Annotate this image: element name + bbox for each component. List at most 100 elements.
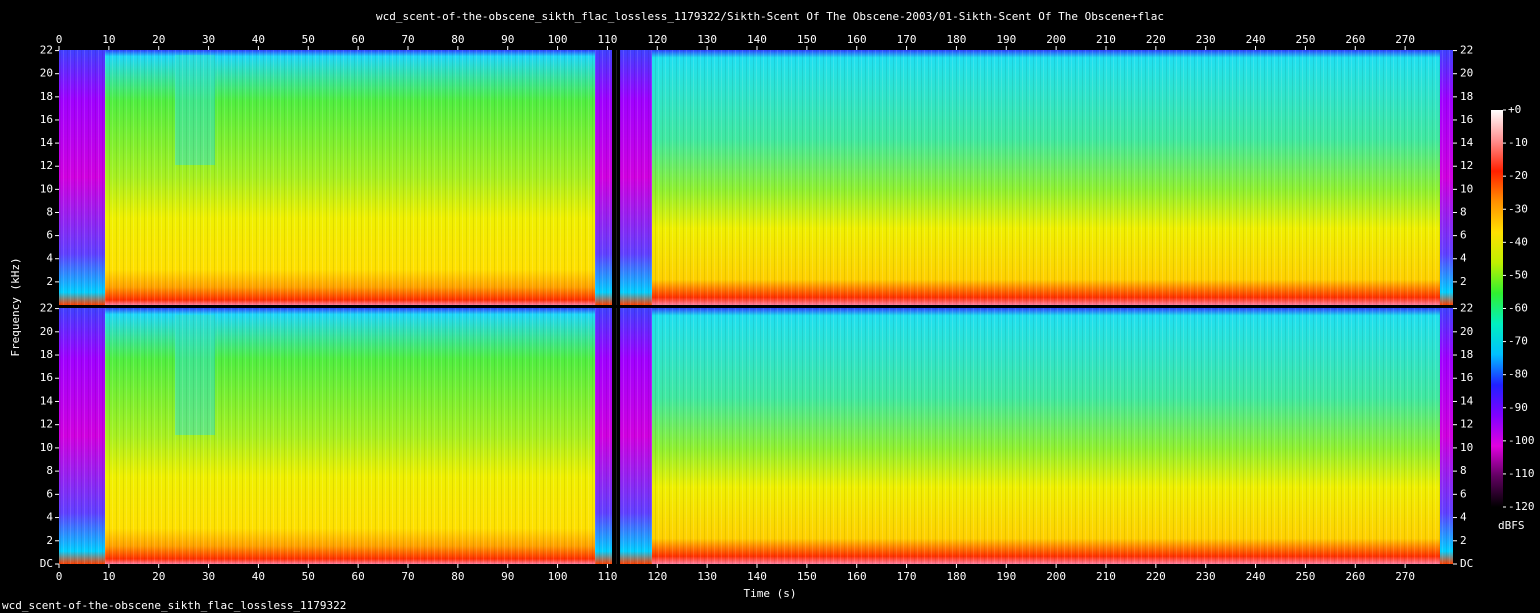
y-tick-label: 6	[46, 487, 53, 500]
x-tick-label: 260	[1345, 33, 1365, 46]
x-tick-label: 170	[897, 570, 917, 583]
y-tick-label: 4	[46, 252, 53, 265]
x-tick-label: 80	[451, 33, 464, 46]
x-tick-label: 210	[1096, 570, 1116, 583]
y-tick-label: 14	[1460, 136, 1474, 149]
spectrogram-image	[59, 50, 1453, 564]
y-tick-label: 12	[40, 159, 53, 172]
colorbar	[1491, 110, 1503, 507]
channel-1	[59, 50, 1453, 305]
x-tick-label: 150	[797, 570, 817, 583]
x-tick-label: 170	[897, 33, 917, 46]
x-tick-label: 40	[252, 33, 265, 46]
y-tick-label: 12	[40, 418, 53, 431]
colorbar-label: dBFS	[1498, 519, 1525, 532]
y-tick-label: 14	[40, 394, 54, 407]
x-tick-label: 40	[252, 570, 265, 583]
x-tick-label: 180	[946, 33, 966, 46]
x-tick-label: 240	[1246, 33, 1266, 46]
y-tick-label: 18	[1460, 90, 1473, 103]
x-tick-label: 210	[1096, 33, 1116, 46]
y-tick-label: 4	[1460, 511, 1467, 524]
colorbar-tick-label: -120	[1508, 500, 1535, 513]
colorbar-tick-label: -70	[1508, 335, 1528, 348]
chart-title: wcd_scent-of-the-obscene_sikth_flac_loss…	[376, 10, 1164, 23]
x-tick-label: 270	[1395, 33, 1415, 46]
x-tick-label: 30	[202, 33, 215, 46]
x-tick-label: 150	[797, 33, 817, 46]
x-tick-label: 140	[747, 33, 767, 46]
colorbar-tick-label: +0	[1508, 103, 1521, 116]
colorbar-tick-label: -80	[1508, 368, 1528, 381]
x-tick-label: 100	[548, 570, 568, 583]
y-tick-label: 18	[40, 90, 53, 103]
x-tick-label: 200	[1046, 33, 1066, 46]
x-tick-label: 250	[1295, 570, 1315, 583]
x-axis-label: Time (s)	[744, 587, 797, 600]
x-tick-label: 260	[1345, 570, 1365, 583]
y-tick-label: 2	[1460, 275, 1467, 288]
y-tick-label: 16	[1460, 113, 1473, 126]
x-tick-label: 10	[102, 33, 115, 46]
y-tick-label: 20	[40, 67, 53, 80]
x-tick-label: 250	[1295, 33, 1315, 46]
x-tick-label: 240	[1246, 570, 1266, 583]
y-tick-label: 6	[46, 229, 53, 242]
channel-2	[59, 308, 1453, 564]
x-tick-label: 30	[202, 570, 215, 583]
colorbar-tick-label: -40	[1508, 235, 1528, 248]
y-tick-label: 2	[1460, 534, 1467, 547]
x-tick-label: 140	[747, 570, 767, 583]
y-tick-label: 22	[1460, 44, 1473, 57]
y-tick-label: 8	[46, 464, 53, 477]
y-tick-label: 12	[1460, 418, 1473, 431]
x-tick-label: 90	[501, 33, 514, 46]
x-tick-label: 110	[597, 33, 617, 46]
colorbar-tick-label: -110	[1508, 467, 1535, 480]
x-tick-label: 70	[401, 33, 414, 46]
x-tick-label: 160	[847, 33, 867, 46]
y-tick-label: 14	[40, 136, 54, 149]
y-tick-label: 22	[1460, 302, 1473, 315]
y-tick-label: 20	[40, 325, 53, 338]
x-tick-label: 160	[847, 570, 867, 583]
y-tick-label: 8	[46, 205, 53, 218]
y-tick-label: 18	[1460, 348, 1473, 361]
y-tick-label: 20	[1460, 325, 1473, 338]
x-tick-label: 190	[996, 33, 1016, 46]
y-tick-label: 2	[46, 275, 53, 288]
x-tick-label: 90	[501, 570, 514, 583]
y-tick-label: 4	[1460, 252, 1467, 265]
x-tick-label: 220	[1146, 33, 1166, 46]
x-tick-label: 20	[152, 570, 165, 583]
y-tick-label: 10	[1460, 182, 1473, 195]
x-tick-label: 0	[56, 33, 63, 46]
y-tick-label: DC	[1460, 557, 1473, 570]
x-tick-label: 270	[1395, 570, 1415, 583]
y-tick-label: 20	[1460, 67, 1473, 80]
y-tick-label: 16	[1460, 371, 1473, 384]
y-axis-label: Frequency (kHz)	[9, 257, 22, 356]
y-tick-label: 6	[1460, 229, 1467, 242]
y-tick-label: 6	[1460, 487, 1467, 500]
x-tick-label: 230	[1196, 570, 1216, 583]
colorbar-tick-label: -20	[1508, 169, 1528, 182]
y-tick-label: 8	[1460, 205, 1467, 218]
y-tick-label: 4	[46, 511, 53, 524]
colorbar-tick-label: -90	[1508, 401, 1528, 414]
x-tick-label: 50	[302, 33, 315, 46]
footer: wcd_scent-of-the-obscene_sikth_flac_loss…	[2, 599, 346, 612]
y-tick-label: 10	[40, 182, 53, 195]
y-tick-label: 16	[40, 113, 53, 126]
x-tick-label: 120	[647, 33, 667, 46]
x-tick-label: 110	[597, 570, 617, 583]
y-tick-label: 2	[46, 534, 53, 547]
x-tick-label: 130	[697, 33, 717, 46]
x-tick-label: 220	[1146, 570, 1166, 583]
y-tick-label: 8	[1460, 464, 1467, 477]
x-tick-label: 60	[352, 33, 365, 46]
colorbar-tick-label: -10	[1508, 136, 1528, 149]
y-tick-label: 10	[1460, 441, 1473, 454]
y-tick-label: 14	[1460, 394, 1474, 407]
